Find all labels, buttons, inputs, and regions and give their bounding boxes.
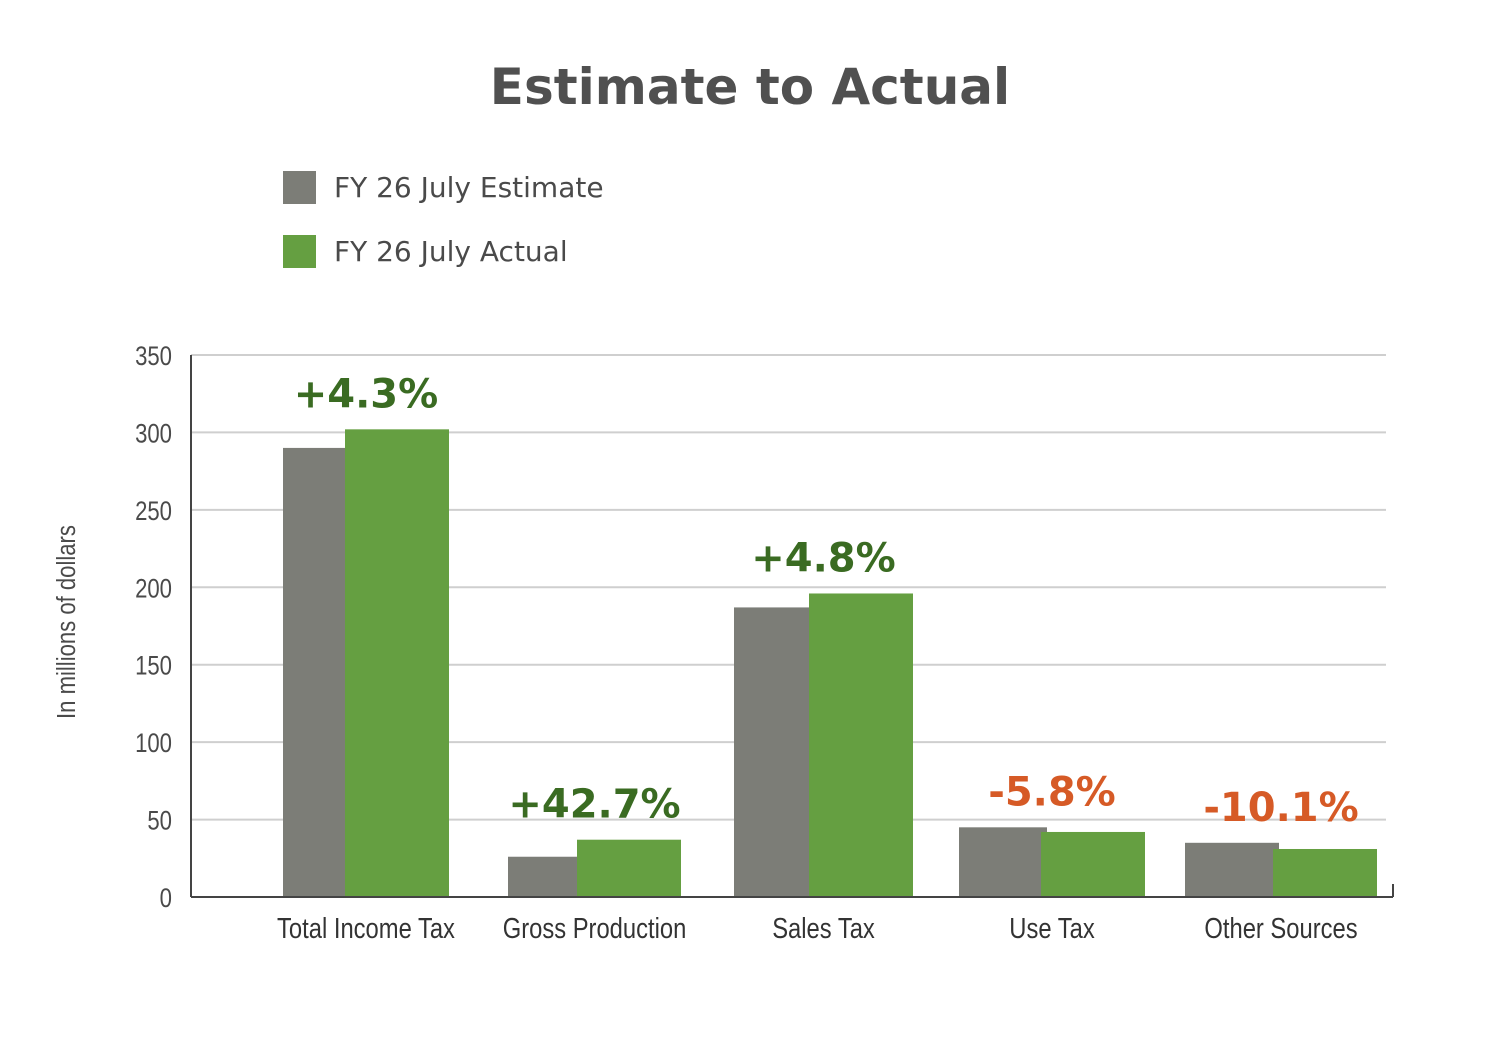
bar-actual <box>1273 848 1377 897</box>
legend-label-estimate: FY 26 July Estimate <box>334 170 604 204</box>
data-label-change: +4.8% <box>751 535 895 581</box>
data-label-change: -10.1% <box>1203 785 1358 831</box>
y-tick-label: 100 <box>135 729 172 759</box>
legend-item-estimate: FY 26 July Estimate <box>283 170 604 204</box>
labels: 0 50 100 150 200 250 300 350 In millions of doll… <box>52 342 1358 945</box>
legend-item-actual: FY 26 July Actual <box>283 234 568 268</box>
x-tick-label: Total Income Tax <box>277 912 455 945</box>
bar-estimate <box>1185 842 1279 897</box>
bar-estimate <box>508 856 583 897</box>
x-tick-label: Gross Production <box>503 912 687 945</box>
bar-estimate <box>283 447 351 897</box>
bar-actual <box>809 593 913 897</box>
y-tick-label: 150 <box>135 652 172 682</box>
bar-actual <box>577 839 681 897</box>
data-label-change: +4.3% <box>294 371 438 417</box>
bar-actual <box>1041 831 1145 897</box>
y-tick-label: 250 <box>135 497 172 527</box>
data-label-change: +42.7% <box>508 782 680 828</box>
bars <box>283 429 1377 897</box>
x-tick-label: Use Tax <box>1009 912 1094 945</box>
y-tick-label: 350 <box>135 342 172 372</box>
y-tick-label: 200 <box>135 574 172 604</box>
y-tick-label: 300 <box>135 419 172 449</box>
legend-swatch-actual <box>283 234 316 268</box>
x-tick-label: Sales Tax <box>772 912 875 945</box>
y-tick-label: 50 <box>147 807 172 837</box>
x-tick-label: Other Sources <box>1204 912 1357 945</box>
bar-estimate <box>959 827 1047 897</box>
legend-swatch-estimate <box>283 170 316 204</box>
y-tick-label: 0 <box>160 884 172 914</box>
y-axis-label: In millions of dollars <box>52 525 81 719</box>
chart-title: Estimate to Actual <box>489 58 1011 116</box>
legend-label-actual: FY 26 July Actual <box>334 234 568 268</box>
bar-estimate <box>734 607 815 897</box>
data-label-change: -5.8% <box>988 769 1116 815</box>
bar-actual <box>345 429 449 897</box>
axes <box>190 355 1394 898</box>
